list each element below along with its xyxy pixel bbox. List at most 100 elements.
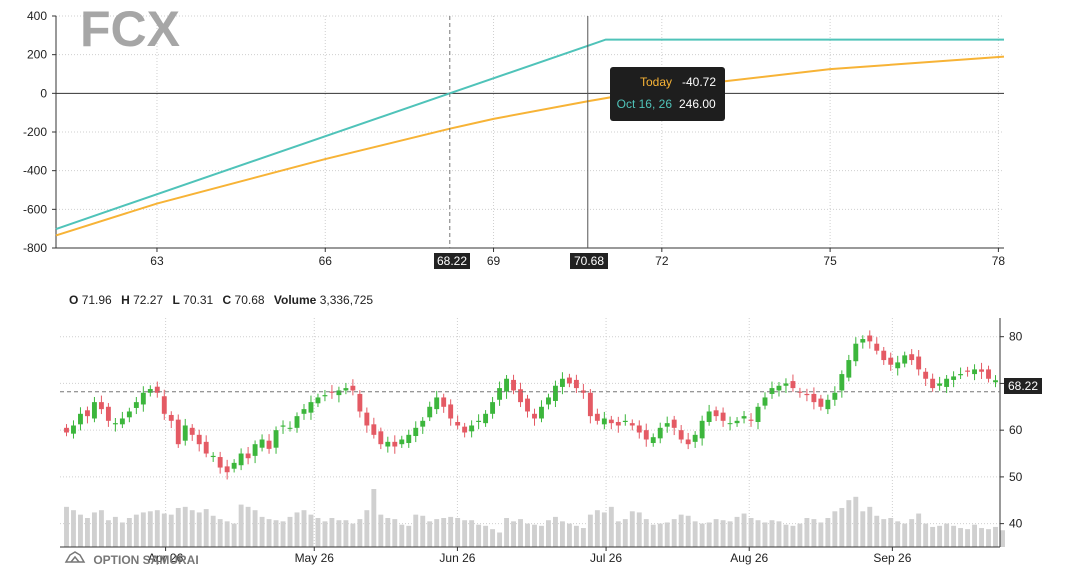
candle-body <box>455 421 461 426</box>
candle <box>245 446 251 465</box>
volume-bar <box>909 519 915 547</box>
candle <box>224 459 230 480</box>
volume-bar <box>266 519 272 547</box>
candle <box>189 424 195 441</box>
candle-body <box>161 396 167 414</box>
volume-bar <box>469 520 475 547</box>
candle <box>490 396 496 419</box>
candle <box>98 395 104 415</box>
candle-body <box>811 393 817 403</box>
candle <box>587 389 593 424</box>
volume-bar <box>85 518 90 547</box>
volume-bar <box>210 515 216 547</box>
candle-body <box>413 427 419 437</box>
payoff-x-tick-label: 78 <box>992 254 1006 268</box>
payoff-y-tick-label: 200 <box>27 48 47 62</box>
volume-bar <box>357 519 363 547</box>
candle <box>371 417 377 439</box>
volume-bar <box>776 521 782 547</box>
candle <box>210 452 216 462</box>
payoff-y-tick-label: -800 <box>23 241 47 255</box>
volume-bar <box>378 514 384 547</box>
candle-body <box>853 343 859 362</box>
payoff-x-tick-label: 72 <box>655 254 669 268</box>
price-x-tick-label: Apr 26 <box>148 551 184 565</box>
candle <box>280 420 286 434</box>
candle <box>951 371 957 388</box>
payoff-y-tick-label: -400 <box>23 164 47 178</box>
volume-bar <box>315 518 321 547</box>
candle <box>867 330 873 349</box>
payoff-crosshair <box>449 16 589 248</box>
candle-body <box>867 335 873 342</box>
volume-bar <box>78 514 83 547</box>
brand-logo[interactable]: OPTION SAMURAI <box>64 551 199 567</box>
candle <box>231 459 237 473</box>
candle <box>790 374 796 392</box>
candle <box>147 385 153 397</box>
candle-body <box>818 398 824 407</box>
volume-bar <box>965 529 971 547</box>
volume-bar <box>343 520 349 547</box>
candle-body <box>273 430 279 448</box>
candle <box>378 427 384 450</box>
candle-body <box>259 439 265 448</box>
payoff-tooltip: Today -40.72 Oct 16, 26 246.00 <box>610 67 725 121</box>
volume-bar <box>874 515 880 547</box>
candle <box>643 423 649 447</box>
volume-bar <box>371 489 377 547</box>
candle-body <box>85 410 90 417</box>
candle <box>455 415 461 430</box>
candle-body <box>504 378 509 392</box>
candle <box>259 434 265 452</box>
volume-bar <box>252 510 258 547</box>
volume-bar <box>608 506 614 547</box>
candle <box>727 416 733 431</box>
candle <box>308 395 314 420</box>
candle-body <box>706 411 712 422</box>
volume-bar <box>441 518 447 547</box>
tooltip-today-value: -40.72 <box>682 75 717 89</box>
volume-bar <box>622 519 628 547</box>
volume-bar <box>720 520 726 547</box>
candle <box>427 401 433 422</box>
volume-bar <box>923 523 929 547</box>
candle-body <box>245 453 251 459</box>
candle-body <box>958 374 964 376</box>
candle <box>168 411 174 429</box>
candle-body <box>434 397 440 410</box>
candle <box>504 375 509 399</box>
candle <box>580 383 586 399</box>
volume-bar <box>972 524 977 547</box>
candle-body <box>594 413 600 421</box>
candle <box>888 352 894 371</box>
volume-bar <box>392 519 398 547</box>
volume-bar <box>553 516 558 547</box>
candle <box>350 379 356 396</box>
candle-body <box>350 385 356 391</box>
volume-bar <box>741 513 747 547</box>
candle-body <box>776 385 782 391</box>
tooltip-today-label: Today <box>639 75 672 89</box>
candle-body <box>497 388 503 400</box>
candle-body <box>930 378 936 389</box>
candle <box>832 386 838 406</box>
candle-body <box>972 369 977 375</box>
candle-body <box>133 402 139 408</box>
candle-body <box>699 420 705 439</box>
volume-bar <box>217 519 223 547</box>
candle <box>692 431 698 448</box>
candle-body <box>902 355 908 364</box>
volume-bar <box>273 520 279 547</box>
candle-body <box>252 444 258 456</box>
candle-body <box>406 434 412 444</box>
candle-body <box>64 427 69 433</box>
volume-bar <box>245 506 251 547</box>
price-y-tick-label: 80 <box>1009 330 1023 344</box>
candle-body <box>944 378 950 387</box>
volume-bar <box>203 509 209 547</box>
volume-bar <box>601 512 607 547</box>
candle-body <box>476 420 482 422</box>
